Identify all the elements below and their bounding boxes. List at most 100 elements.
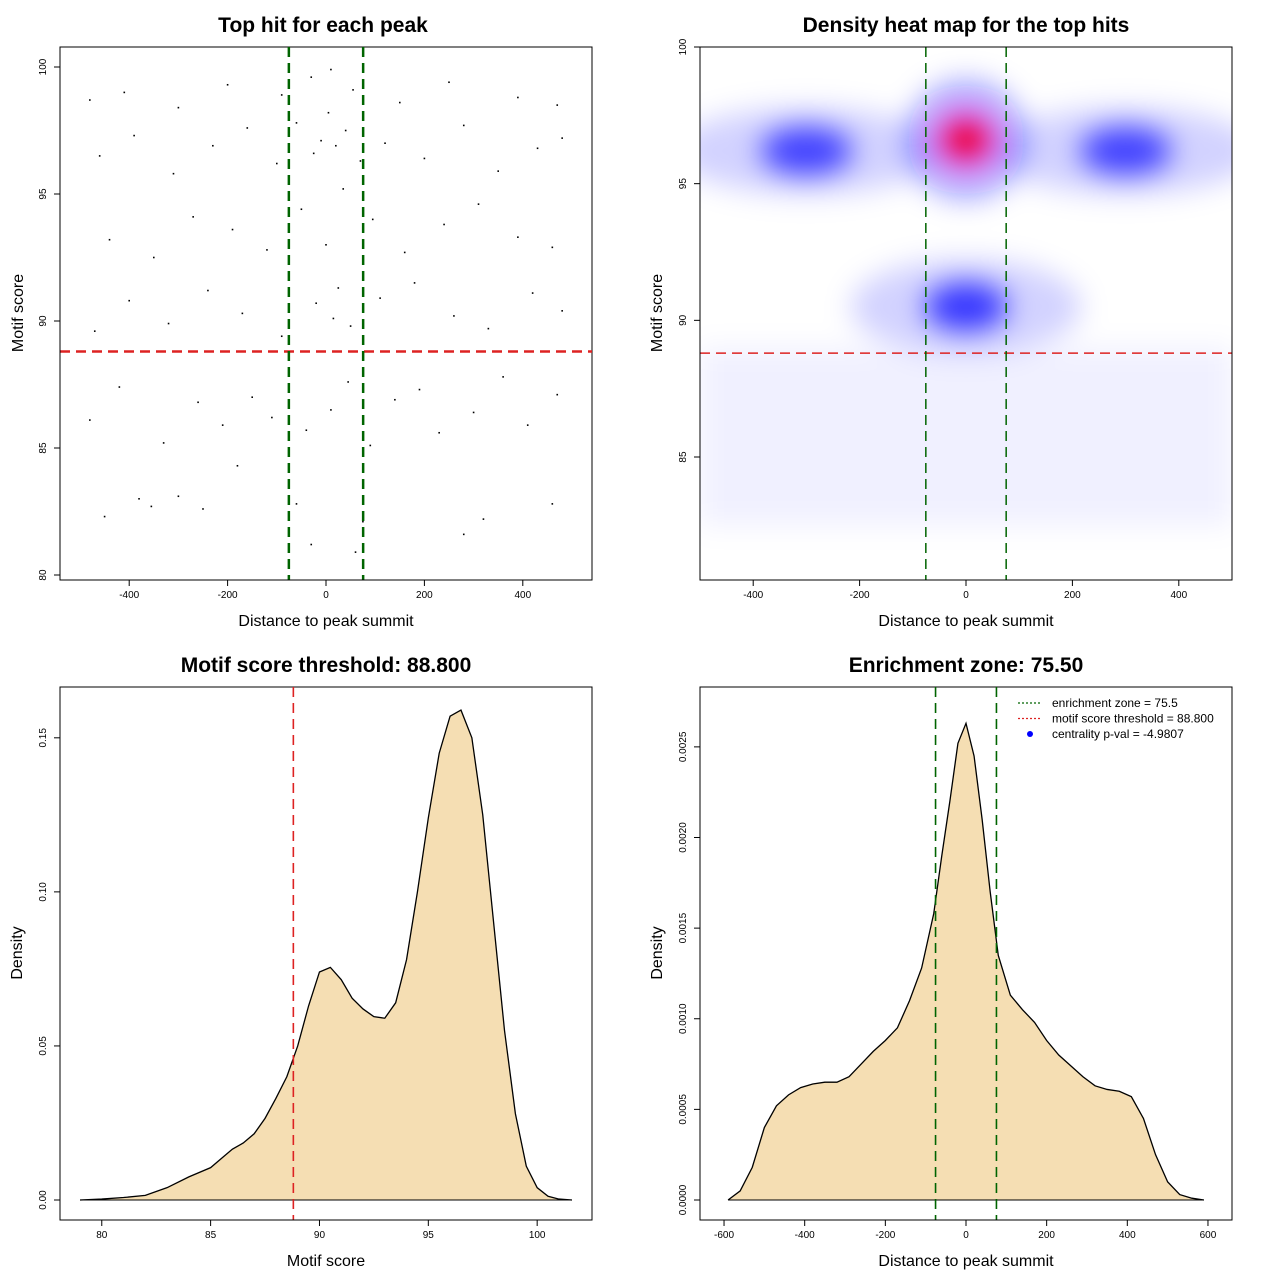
data-point bbox=[150, 505, 153, 508]
legend-label: enrichment zone = 75.5 bbox=[1052, 696, 1178, 710]
x-tick-label: 400 bbox=[1170, 590, 1187, 601]
data-point bbox=[221, 424, 224, 426]
data-point bbox=[551, 503, 554, 505]
axes: -400 -200 0 200 400 80 85 90 95 100 bbox=[38, 58, 532, 601]
x-tick-label: 100 bbox=[529, 1230, 546, 1241]
x-tick-label: -400 bbox=[743, 590, 763, 601]
y-tick-label: 90 bbox=[678, 314, 689, 326]
data-point bbox=[162, 442, 165, 444]
x-tick-label: 0 bbox=[323, 590, 329, 601]
data-point bbox=[197, 401, 199, 404]
data-point bbox=[280, 94, 283, 96]
data-point bbox=[310, 76, 313, 78]
data-point bbox=[354, 551, 357, 553]
y-tick-label: 85 bbox=[38, 442, 49, 454]
density-fill bbox=[728, 723, 1204, 1200]
data-point bbox=[413, 282, 416, 284]
data-point bbox=[212, 144, 214, 147]
y-tick-label: 90 bbox=[38, 315, 49, 327]
data-point bbox=[556, 104, 559, 106]
y-tick-label: 80 bbox=[38, 569, 49, 581]
x-tick-label: -200 bbox=[218, 590, 238, 601]
density-fill bbox=[80, 710, 572, 1200]
x-tick-label: 0 bbox=[963, 590, 969, 601]
data-point bbox=[108, 238, 111, 241]
data-point bbox=[352, 89, 354, 91]
x-tick-label: 400 bbox=[1119, 1230, 1136, 1241]
x-tick-label: 90 bbox=[314, 1230, 326, 1241]
y-tick-label: 0.0015 bbox=[678, 912, 689, 943]
data-point bbox=[482, 518, 485, 520]
panel-distance-density: Enrichment zone: 75.50 -600 -400 -200 0 200 4… bbox=[649, 654, 1233, 1270]
data-point bbox=[123, 91, 126, 94]
data-point bbox=[138, 498, 140, 500]
y-tick-label: 0.10 bbox=[38, 882, 49, 902]
y-tick-label: 0.05 bbox=[38, 1036, 49, 1056]
data-point bbox=[177, 106, 180, 109]
data-point bbox=[344, 129, 347, 132]
data-point bbox=[172, 172, 175, 175]
data-point bbox=[379, 297, 381, 299]
y-axis-label: Density bbox=[649, 926, 666, 979]
data-point bbox=[362, 520, 364, 523]
data-point bbox=[418, 388, 421, 391]
legend-label: centrality p-val = -4.9807 bbox=[1052, 727, 1184, 741]
data-point bbox=[251, 396, 253, 398]
x-tick-label: -200 bbox=[875, 1230, 895, 1241]
data-point bbox=[384, 142, 386, 144]
data-point bbox=[236, 464, 239, 467]
legend: enrichment zone = 75.5 motif score thresh… bbox=[1018, 696, 1214, 741]
data-point bbox=[453, 315, 455, 317]
heatmap-density bbox=[700, 79, 1232, 526]
data-point bbox=[477, 203, 480, 205]
data-point bbox=[359, 160, 362, 162]
data-point bbox=[312, 152, 315, 155]
panel-heatmap: Density heat map for the top hits -400 -2… bbox=[649, 14, 1233, 630]
data-point bbox=[394, 398, 396, 401]
density-curve bbox=[727, 721, 1205, 1201]
y-tick-label: 0.0010 bbox=[678, 1003, 689, 1034]
data-point bbox=[153, 256, 155, 259]
data-point bbox=[325, 244, 327, 246]
y-tick-label: 100 bbox=[38, 58, 49, 75]
data-point bbox=[551, 246, 554, 249]
data-point bbox=[399, 101, 401, 104]
plot-layer bbox=[60, 47, 592, 580]
data-point bbox=[202, 508, 204, 510]
data-point bbox=[320, 139, 322, 142]
data-point bbox=[337, 287, 340, 289]
data-point bbox=[347, 381, 349, 383]
data-point bbox=[300, 208, 303, 211]
data-point bbox=[330, 409, 332, 411]
data-point bbox=[89, 419, 91, 421]
data-point bbox=[462, 533, 465, 536]
x-tick-label: 200 bbox=[416, 590, 433, 601]
x-tick-label: -400 bbox=[119, 590, 139, 601]
data-point bbox=[295, 503, 298, 505]
data-point bbox=[371, 218, 374, 221]
y-axis-label: Motif score bbox=[10, 274, 27, 352]
density-hotspot bbox=[940, 117, 992, 162]
data-point bbox=[246, 127, 249, 129]
y-tick-label: 0.0005 bbox=[678, 1094, 689, 1125]
data-point bbox=[226, 83, 229, 86]
data-point bbox=[443, 223, 445, 226]
legend-label: motif score threshold = 88.800 bbox=[1052, 712, 1214, 726]
data-point bbox=[310, 543, 313, 546]
data-point bbox=[118, 386, 121, 388]
data-point bbox=[231, 228, 234, 231]
data-point bbox=[349, 325, 352, 327]
x-axis-label: Motif score bbox=[287, 1253, 365, 1270]
chart-title: Density heat map for the top hits bbox=[803, 14, 1130, 37]
data-point bbox=[330, 68, 332, 71]
data-point bbox=[89, 99, 91, 101]
data-point bbox=[332, 317, 335, 320]
data-point bbox=[438, 431, 440, 434]
y-axis-label: Motif score bbox=[649, 274, 666, 352]
data-point bbox=[266, 249, 268, 251]
y-axis-label: Density bbox=[9, 926, 26, 979]
x-tick-label: 0 bbox=[963, 1230, 969, 1241]
x-tick-label: 95 bbox=[423, 1230, 435, 1241]
y-tick-label: 0.15 bbox=[38, 728, 49, 748]
